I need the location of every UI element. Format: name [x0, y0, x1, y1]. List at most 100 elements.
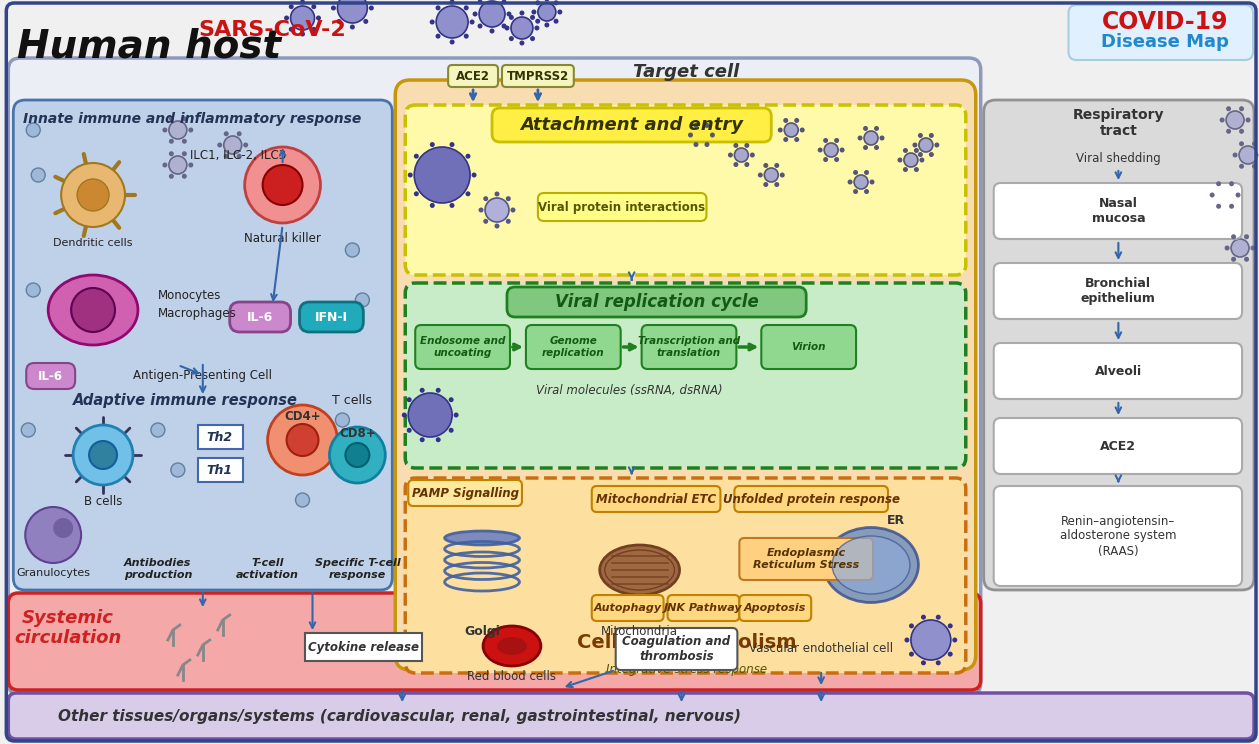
Circle shape [898, 158, 903, 162]
FancyBboxPatch shape [993, 486, 1243, 586]
Circle shape [864, 170, 869, 175]
Circle shape [506, 219, 511, 224]
FancyBboxPatch shape [667, 595, 739, 621]
FancyBboxPatch shape [408, 480, 522, 506]
Circle shape [710, 132, 715, 138]
Ellipse shape [444, 531, 520, 545]
Circle shape [864, 126, 867, 131]
Ellipse shape [832, 536, 910, 594]
Circle shape [237, 131, 242, 136]
Text: Adaptive immune response: Adaptive immune response [73, 393, 298, 408]
Circle shape [534, 25, 539, 31]
Circle shape [520, 40, 525, 45]
Circle shape [913, 143, 918, 147]
Circle shape [948, 623, 953, 629]
Circle shape [330, 427, 385, 483]
Circle shape [472, 173, 477, 178]
Circle shape [511, 17, 533, 39]
Text: Alveoli: Alveoli [1095, 365, 1142, 377]
FancyBboxPatch shape [616, 628, 738, 670]
Circle shape [448, 428, 453, 433]
Circle shape [694, 123, 699, 128]
Circle shape [538, 3, 556, 21]
Circle shape [520, 10, 525, 16]
Circle shape [189, 127, 194, 132]
Text: T-cell
activation: T-cell activation [237, 558, 300, 580]
Circle shape [414, 154, 419, 158]
Circle shape [774, 182, 779, 187]
Circle shape [758, 173, 763, 178]
Circle shape [914, 167, 919, 172]
Circle shape [1231, 257, 1236, 262]
Circle shape [407, 428, 412, 433]
Circle shape [1226, 129, 1231, 134]
FancyBboxPatch shape [993, 183, 1243, 239]
Circle shape [414, 191, 419, 196]
Circle shape [436, 5, 441, 10]
Circle shape [218, 143, 223, 147]
Circle shape [694, 142, 699, 147]
Circle shape [181, 174, 186, 179]
FancyBboxPatch shape [1069, 5, 1253, 60]
Circle shape [419, 437, 424, 442]
Circle shape [912, 620, 951, 660]
Circle shape [914, 148, 919, 153]
Circle shape [224, 136, 242, 154]
Circle shape [1239, 141, 1244, 147]
FancyBboxPatch shape [507, 287, 806, 317]
Text: Integrative stress response: Integrative stress response [606, 664, 767, 676]
Circle shape [26, 283, 40, 297]
Circle shape [89, 441, 117, 469]
Text: IFN-I: IFN-I [315, 310, 347, 324]
Text: ACE2: ACE2 [1100, 440, 1137, 452]
Circle shape [510, 208, 515, 213]
Circle shape [854, 175, 867, 189]
Circle shape [922, 615, 925, 620]
Circle shape [535, 19, 540, 24]
FancyBboxPatch shape [538, 193, 706, 221]
Circle shape [288, 4, 293, 9]
Circle shape [509, 15, 514, 20]
Circle shape [544, 22, 549, 28]
Text: CD8+: CD8+ [339, 427, 375, 440]
Circle shape [530, 15, 535, 20]
Circle shape [419, 388, 424, 393]
Circle shape [171, 463, 185, 477]
FancyBboxPatch shape [492, 108, 772, 142]
Circle shape [1244, 257, 1249, 262]
Circle shape [244, 147, 321, 223]
Circle shape [854, 189, 859, 194]
Circle shape [1216, 204, 1221, 209]
Circle shape [763, 182, 768, 187]
Ellipse shape [497, 637, 528, 655]
FancyBboxPatch shape [405, 478, 966, 673]
Circle shape [799, 127, 805, 132]
Circle shape [530, 36, 535, 41]
Text: Attachment and entry: Attachment and entry [520, 116, 743, 134]
Circle shape [414, 147, 470, 203]
Circle shape [429, 203, 434, 208]
Circle shape [181, 116, 186, 121]
Circle shape [490, 28, 495, 33]
FancyBboxPatch shape [592, 595, 663, 621]
Circle shape [429, 142, 434, 147]
Circle shape [778, 127, 783, 132]
Text: Monocytes: Monocytes [157, 289, 222, 301]
Circle shape [1233, 153, 1238, 158]
Ellipse shape [48, 275, 138, 345]
Circle shape [825, 143, 838, 157]
Circle shape [408, 393, 452, 437]
Text: JNK Pathway: JNK Pathway [665, 603, 743, 613]
Text: IL-6: IL-6 [38, 370, 63, 382]
Circle shape [1226, 111, 1244, 129]
Circle shape [558, 10, 563, 14]
Circle shape [436, 388, 441, 393]
Circle shape [77, 179, 110, 211]
Circle shape [1239, 106, 1244, 112]
Circle shape [62, 163, 125, 227]
FancyBboxPatch shape [993, 263, 1243, 319]
Circle shape [554, 19, 559, 24]
FancyBboxPatch shape [739, 538, 872, 580]
Circle shape [509, 36, 514, 41]
Circle shape [904, 638, 909, 643]
